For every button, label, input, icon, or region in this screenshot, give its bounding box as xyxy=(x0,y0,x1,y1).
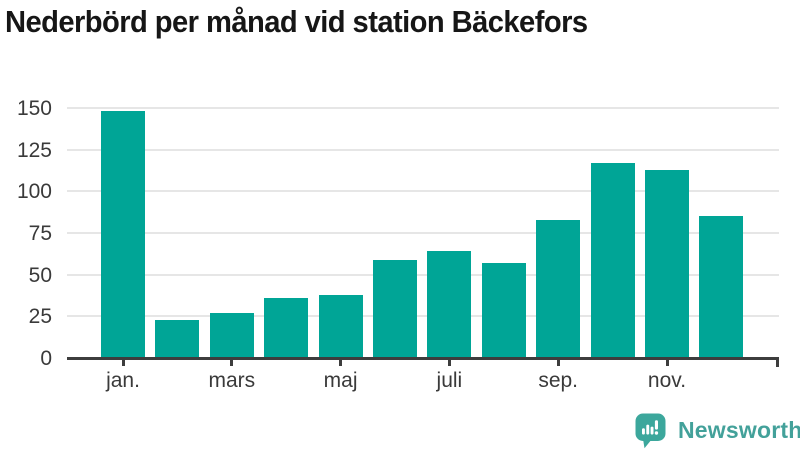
plot-area: jan. mars maj juli sep. nov. xyxy=(67,107,779,392)
bar-month-2 xyxy=(155,319,200,358)
bar-month-3 xyxy=(209,313,254,358)
bar-month-8 xyxy=(481,263,526,358)
bar-month-4 xyxy=(264,298,309,358)
bar-month-10 xyxy=(590,163,635,358)
bar-month-9 xyxy=(536,219,581,358)
x-tick-mars xyxy=(230,360,234,366)
y-tick-label-0: 0 xyxy=(40,347,52,370)
y-tick-label-75: 75 xyxy=(28,222,52,245)
gridline-y-75 xyxy=(67,232,779,234)
gridline-y-125 xyxy=(67,148,779,151)
x-tick-jan xyxy=(121,360,125,366)
bar-month-7 xyxy=(427,251,472,358)
x-tick-label-juli: juli xyxy=(436,369,463,392)
x-tick-nov xyxy=(665,360,669,366)
x-tick-label-nov: nov. xyxy=(647,369,687,392)
gridline-y-50 xyxy=(67,273,779,276)
bar-month-11 xyxy=(645,169,689,358)
x-tick-maj xyxy=(339,360,343,366)
y-tick-label-50: 50 xyxy=(28,263,52,287)
bar-month-12 xyxy=(699,216,744,358)
gridline-y-150 xyxy=(67,107,779,109)
gridline-y-100 xyxy=(67,190,779,193)
x-tick-juli xyxy=(447,360,451,366)
newsworthy-branding: Newsworthy xyxy=(632,412,800,449)
x-axis-line xyxy=(67,357,779,360)
y-tick-label-100: 100 xyxy=(16,180,52,204)
x-axis-end-tick xyxy=(776,357,779,367)
newsworthy-logo-text: Newsworthy xyxy=(678,417,800,443)
y-tick-label-125: 125 xyxy=(16,138,52,162)
bar-month-6 xyxy=(373,259,417,358)
x-tick-label-jan: jan. xyxy=(106,369,140,392)
x-tick-label-maj: maj xyxy=(323,369,358,392)
y-tick-label-25: 25 xyxy=(28,305,52,329)
chart-title: Nederbörd per månad vid station Bäckefor… xyxy=(5,4,588,39)
x-tick-sep xyxy=(556,360,560,366)
y-tick-label-150: 150 xyxy=(16,97,52,120)
x-tick-label-sep: sep. xyxy=(538,369,579,392)
bar-month-1 xyxy=(101,111,145,358)
x-tick-label-mars: mars xyxy=(208,369,256,392)
newsworthy-logo-icon xyxy=(635,413,666,449)
bar-month-5 xyxy=(318,294,363,358)
gridline-y-25 xyxy=(67,315,779,318)
